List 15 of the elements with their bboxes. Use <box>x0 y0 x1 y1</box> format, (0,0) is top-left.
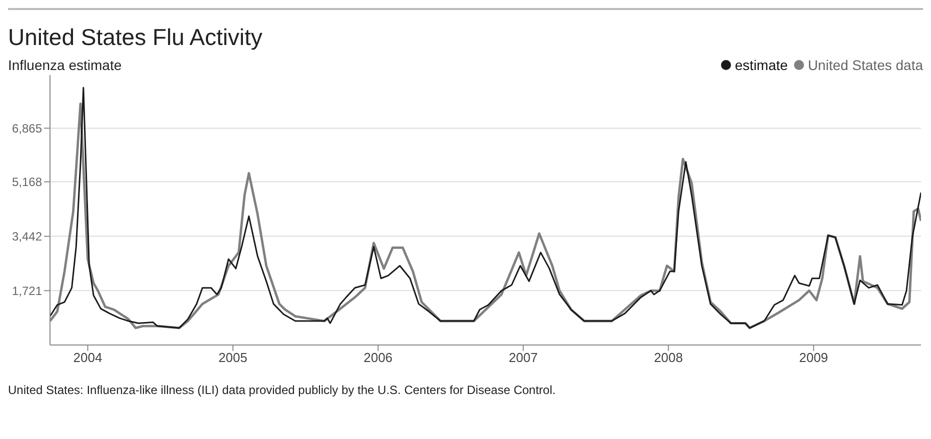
chart-title: United States Flu Activity <box>8 8 923 51</box>
y-tick-label: 1,721 <box>12 284 42 298</box>
x-tick-label: 2005 <box>218 350 248 366</box>
x-tick-label: 2008 <box>654 350 683 366</box>
y-tick-label: 5,168 <box>12 175 42 190</box>
x-tick-label: 2009 <box>799 350 828 366</box>
y-tick-label: 3,442 <box>12 230 42 244</box>
x-tick-label: 2007 <box>508 350 538 366</box>
y-tick-label: 6,865 <box>12 121 42 136</box>
legend-label: estimate <box>734 57 788 73</box>
x-tick-label: 2004 <box>73 350 102 366</box>
x-tick-label: 2006 <box>364 350 393 366</box>
text: United States: Influenza-like illness (ILI) data provided publicly by the U.S. Centers for Disease Control. <box>8 383 557 397</box>
chart-subtitle: Influenza estimate <box>8 57 122 73</box>
legend-label: United States data <box>806 57 923 73</box>
